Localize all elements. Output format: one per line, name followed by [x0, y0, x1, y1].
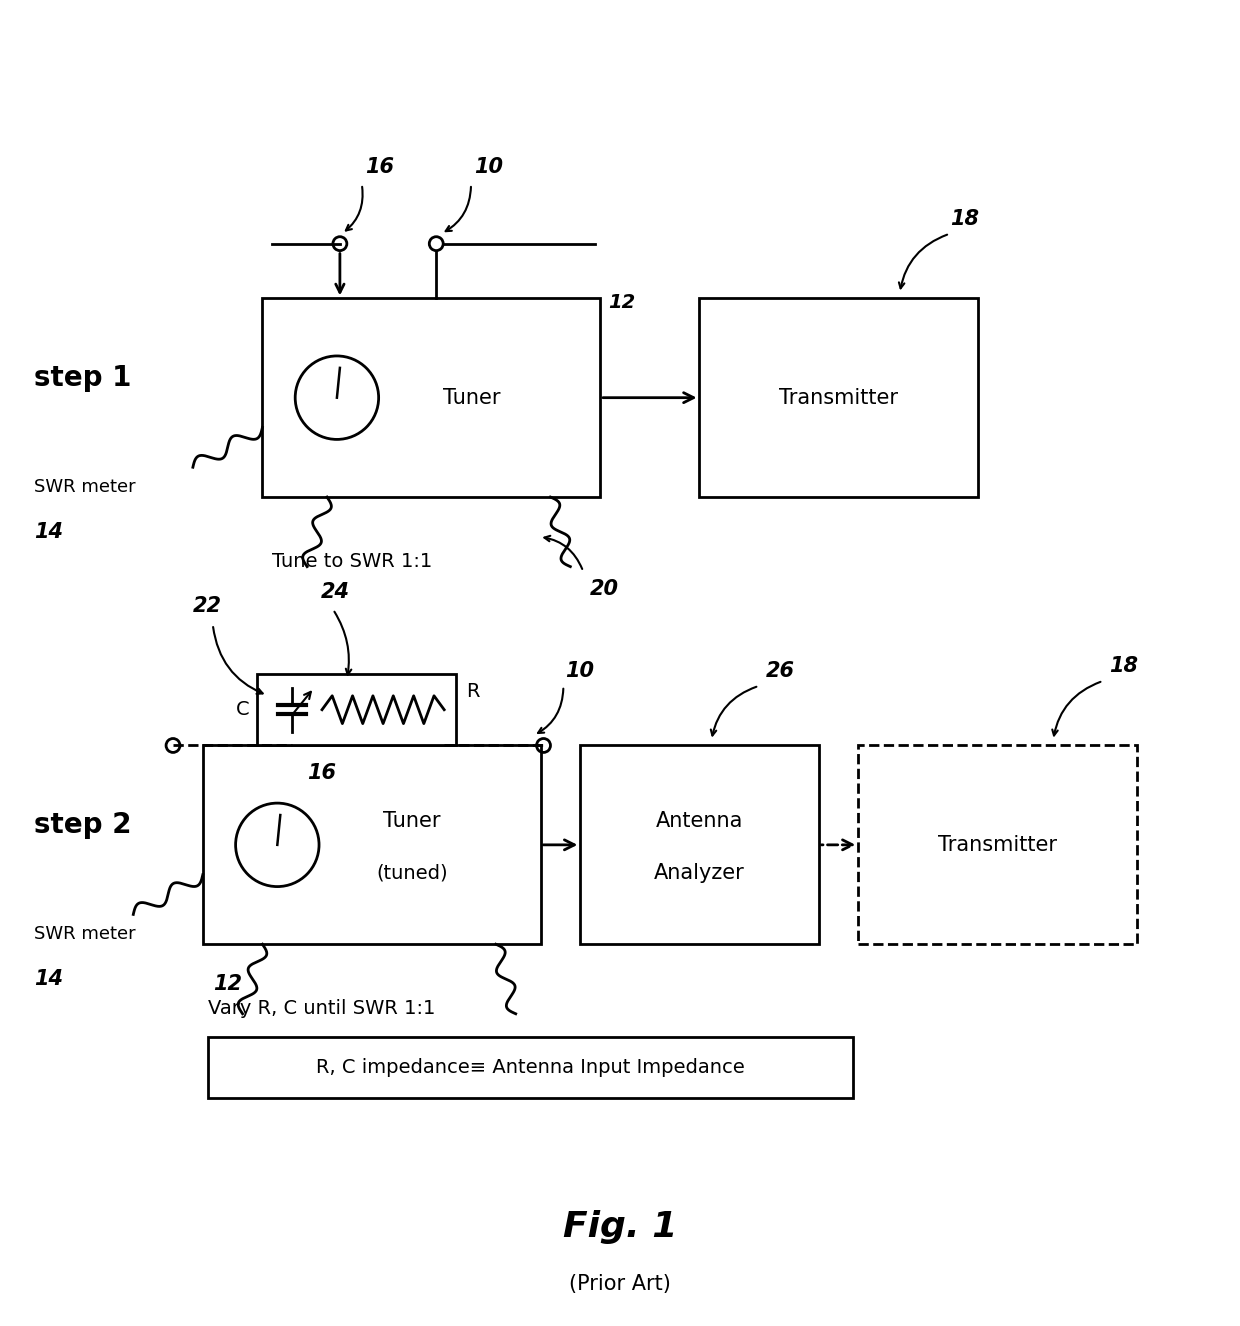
Bar [263, 298, 600, 497]
Bar [580, 745, 818, 944]
Text: 14: 14 [33, 522, 63, 542]
Text: Antenna: Antenna [656, 812, 743, 831]
Text: SWR meter: SWR meter [33, 926, 135, 943]
Bar [203, 745, 541, 944]
Bar [208, 1037, 853, 1098]
Text: 20: 20 [590, 578, 619, 598]
Text: step 1: step 1 [33, 363, 131, 391]
Text: 10: 10 [565, 660, 594, 680]
Text: 26: 26 [766, 660, 795, 680]
Text: C: C [236, 700, 249, 719]
Text: (Prior Art): (Prior Art) [569, 1274, 671, 1294]
Text: 12: 12 [213, 975, 242, 994]
Text: 18: 18 [950, 208, 978, 229]
Text: 22: 22 [193, 597, 222, 617]
Text: 18: 18 [1109, 656, 1137, 676]
Text: R: R [466, 683, 480, 701]
Text: (tuned): (tuned) [377, 863, 448, 882]
Text: step 2: step 2 [33, 812, 131, 839]
Text: 24: 24 [321, 582, 350, 602]
Bar [258, 674, 456, 745]
Text: Fig. 1: Fig. 1 [563, 1211, 677, 1244]
Text: Transmitter: Transmitter [937, 835, 1056, 855]
Text: Transmitter: Transmitter [779, 387, 898, 407]
Text: Tuner: Tuner [383, 812, 441, 831]
Text: SWR meter: SWR meter [33, 479, 135, 496]
Text: Vary R, C until SWR 1:1: Vary R, C until SWR 1:1 [208, 1000, 435, 1018]
Text: 10: 10 [474, 156, 503, 178]
Text: 14: 14 [33, 969, 63, 989]
Text: Tune to SWR 1:1: Tune to SWR 1:1 [273, 552, 433, 572]
Bar [858, 745, 1137, 944]
Text: Analyzer: Analyzer [653, 863, 745, 883]
Bar [699, 298, 977, 497]
Text: Tuner: Tuner [443, 387, 501, 407]
Text: 16: 16 [308, 764, 336, 784]
Text: R, C impedance≡ Antenna Input Impedance: R, C impedance≡ Antenna Input Impedance [316, 1058, 745, 1077]
Text: 16: 16 [365, 156, 394, 178]
Text: 12: 12 [608, 293, 635, 312]
